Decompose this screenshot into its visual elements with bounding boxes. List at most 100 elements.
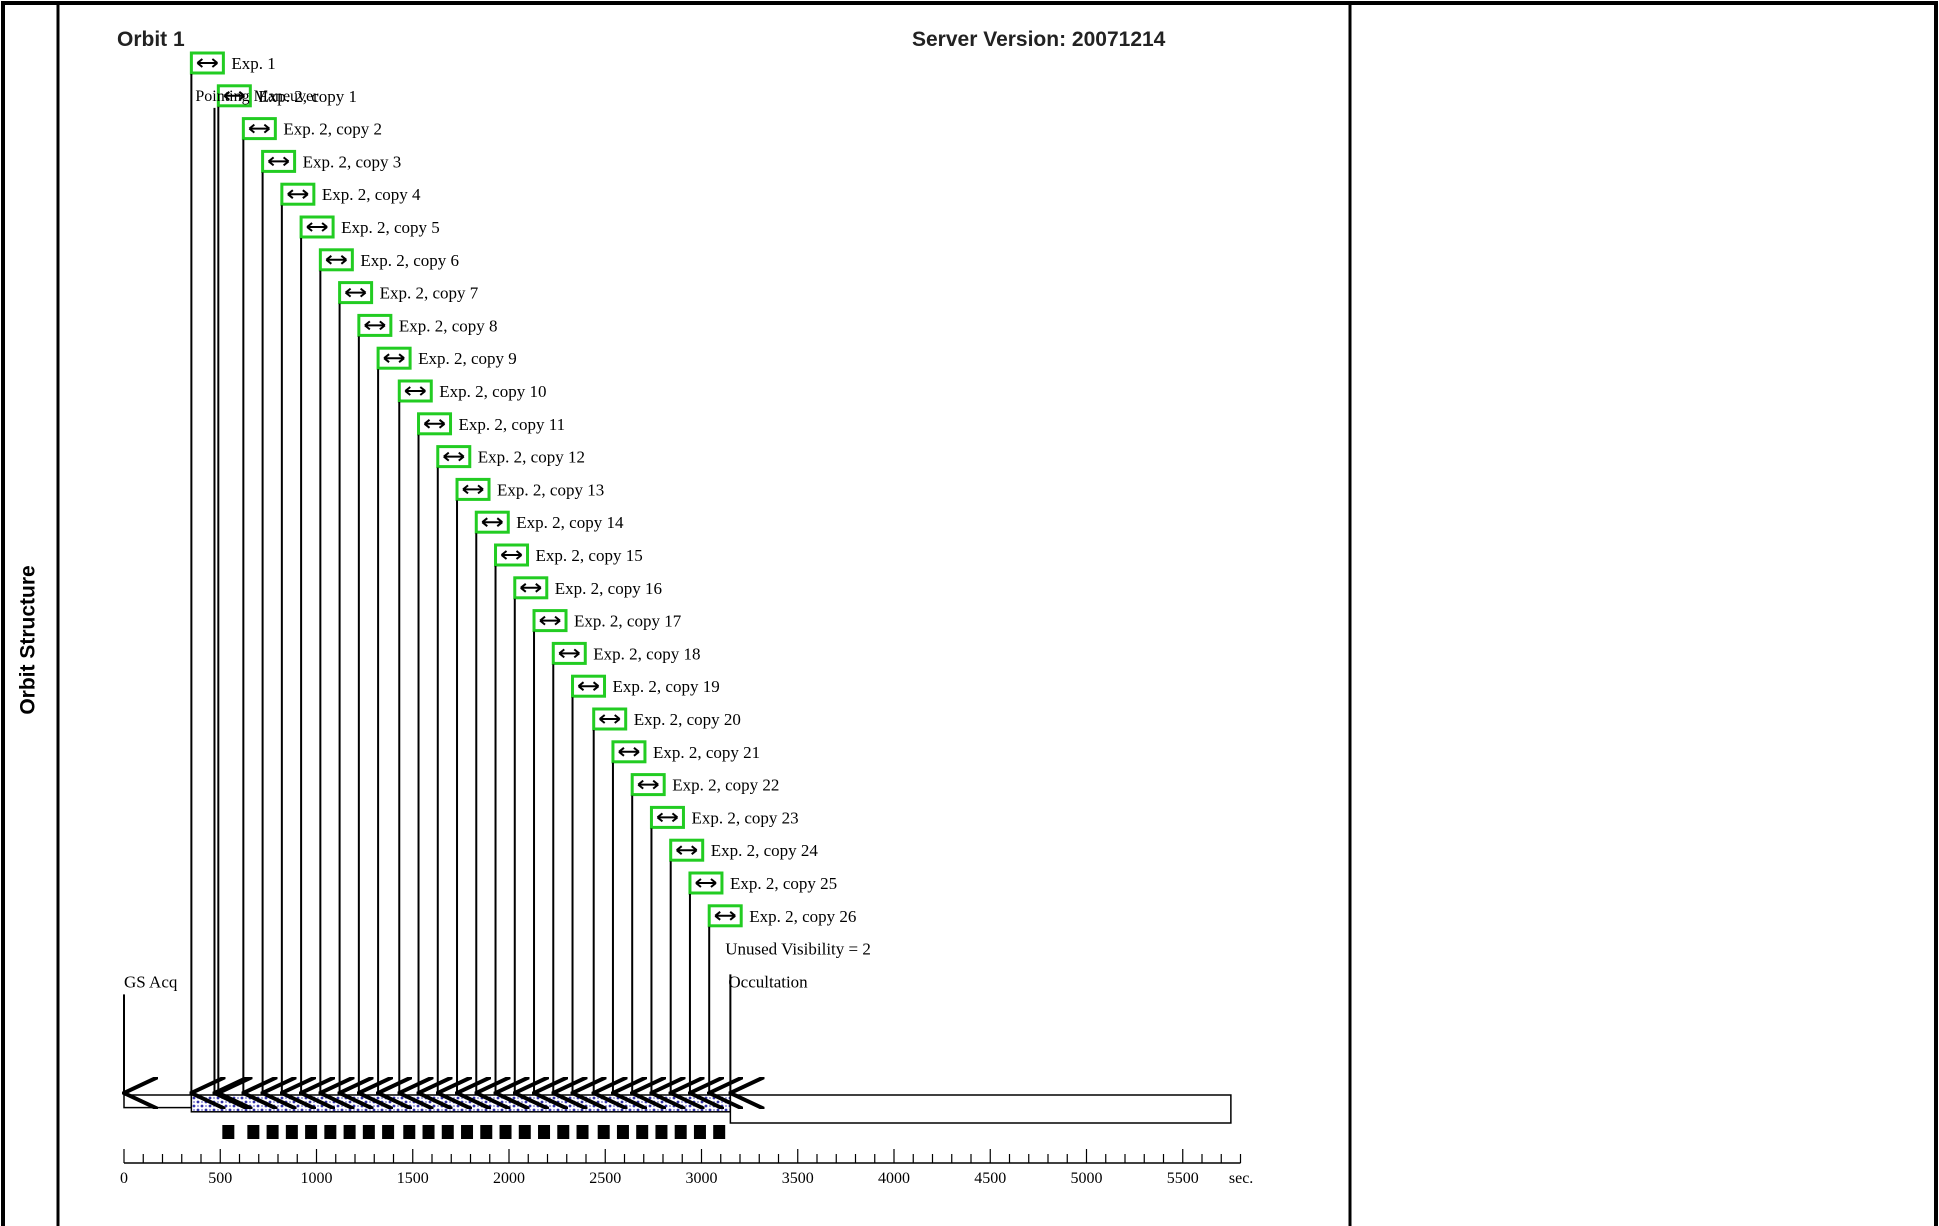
double-arrow-icon-glyph bbox=[695, 878, 717, 888]
axis-tick-label: 3000 bbox=[686, 1170, 718, 1187]
exposure-label: Exp. 2, copy 4 bbox=[322, 185, 421, 204]
exposure-block bbox=[713, 1125, 726, 1139]
exposure-block bbox=[597, 1125, 610, 1139]
exposure-label: Exp. 2, copy 24 bbox=[711, 841, 819, 860]
exposure-label: Exp. 2, copy 17 bbox=[574, 612, 682, 631]
double-arrow-icon-glyph bbox=[520, 583, 542, 593]
double-arrow-icon-glyph bbox=[383, 353, 405, 363]
double-arrow-icon-glyph bbox=[344, 287, 367, 298]
exposure-block bbox=[461, 1125, 474, 1139]
exposure-block bbox=[382, 1125, 395, 1139]
exposure-label: Exp. 2, copy 10 bbox=[439, 382, 546, 401]
double-arrow-icon-glyph bbox=[558, 648, 580, 659]
exposure-block bbox=[499, 1125, 512, 1139]
exposure-label: Exp. 2, copy 16 bbox=[555, 579, 662, 598]
double-arrow-icon-glyph bbox=[637, 779, 659, 790]
exposure-block bbox=[616, 1125, 629, 1139]
axis-tick-label: 0 bbox=[120, 1170, 128, 1187]
gs-acq-segment bbox=[123, 1094, 193, 1109]
double-arrow-icon-glyph bbox=[462, 484, 484, 495]
exposure-label: Exp. 2, copy 13 bbox=[497, 480, 604, 499]
exposure-label: Exp. 2, copy 22 bbox=[672, 776, 779, 795]
double-arrow-icon-glyph bbox=[423, 419, 446, 429]
exposure-label: Exp. 2, copy 12 bbox=[478, 448, 585, 467]
axis-tick-label: 1000 bbox=[301, 1170, 333, 1187]
exposure-block bbox=[362, 1125, 375, 1139]
double-arrow-icon-glyph bbox=[287, 189, 309, 199]
exposure-block bbox=[636, 1125, 649, 1139]
double-arrow-icon-glyph bbox=[325, 255, 347, 265]
axis-tick-label: 3500 bbox=[782, 1170, 814, 1187]
exposure-block bbox=[422, 1125, 435, 1139]
exposure-label: Exp. 2, copy 9 bbox=[418, 349, 517, 368]
axis-tick-label: 4000 bbox=[878, 1170, 910, 1187]
exposure-label: Exp. 2, copy 2 bbox=[283, 120, 382, 139]
server-version: Server Version: 20071214 bbox=[912, 28, 1166, 51]
exposure-label: Exp. 2, copy 26 bbox=[749, 907, 856, 926]
double-arrow-icon-glyph bbox=[714, 911, 736, 921]
exposure-block bbox=[441, 1125, 454, 1139]
exposure-block bbox=[674, 1125, 687, 1139]
gs-acq-label: GS Acq bbox=[124, 972, 178, 991]
axis-tick-label: 2500 bbox=[589, 1170, 621, 1187]
exposure-block bbox=[285, 1125, 298, 1139]
exposure-label: Exp. 2, copy 18 bbox=[593, 644, 700, 663]
axis-tick-label: 500 bbox=[208, 1170, 232, 1187]
double-arrow-icon-glyph bbox=[599, 714, 621, 724]
exposure-label: Exp. 2, copy 7 bbox=[380, 284, 479, 303]
exposure-block bbox=[266, 1125, 279, 1139]
exposure-label: Exp. 2, copy 20 bbox=[634, 710, 741, 729]
section-label: Orbit Structure bbox=[17, 565, 41, 715]
exposure-block bbox=[480, 1125, 493, 1139]
pointing-maneuver-label: Pointing Maneuver bbox=[195, 88, 319, 105]
exposure-label: Exp. 2, copy 25 bbox=[730, 874, 837, 893]
timeline-layer: Exp. 1 Exp. 2, copy 1 Exp. 2, copy 2 Exp. 2… bbox=[120, 51, 1253, 1187]
exposure-label: Exp. 2, copy 8 bbox=[399, 316, 498, 335]
exposure-label: Exp. 2, copy 23 bbox=[691, 808, 798, 827]
exposure-block bbox=[655, 1125, 668, 1139]
axis-tick-label: 2000 bbox=[493, 1170, 525, 1187]
double-arrow-icon-glyph bbox=[404, 386, 426, 396]
double-arrow-icon-glyph bbox=[481, 517, 503, 527]
double-arrow-icon-glyph bbox=[306, 222, 328, 232]
axis-tick-label: 5000 bbox=[1071, 1170, 1103, 1187]
exposure-block bbox=[343, 1125, 356, 1139]
axis-tick-label: 1500 bbox=[397, 1170, 429, 1187]
exposure-block bbox=[222, 1125, 235, 1139]
double-arrow-icon-glyph bbox=[196, 58, 218, 68]
exposure-label: Exp. 2, copy 15 bbox=[536, 546, 643, 565]
section-label-container: Orbit Structure bbox=[14, 540, 44, 740]
double-arrow-icon-glyph bbox=[267, 156, 290, 167]
double-arrow-icon-glyph bbox=[443, 451, 465, 462]
exposure-block bbox=[576, 1125, 589, 1139]
exposure-label: Exp. 2, copy 14 bbox=[516, 513, 624, 532]
exposure-label: Exp. 2, copy 19 bbox=[613, 677, 720, 696]
double-arrow-icon-glyph bbox=[500, 550, 523, 560]
double-arrow-icon-glyph bbox=[656, 812, 679, 823]
exposure-block bbox=[247, 1125, 260, 1139]
axis-tick-label: 4500 bbox=[974, 1170, 1006, 1187]
exposure-block bbox=[403, 1125, 416, 1139]
double-arrow-icon-glyph bbox=[618, 747, 640, 757]
orbit-title: Orbit 1 bbox=[117, 28, 185, 51]
double-arrow-icon-glyph bbox=[364, 320, 386, 331]
exposure-block bbox=[324, 1125, 337, 1139]
exposure-label: Exp. 2, copy 5 bbox=[341, 218, 440, 237]
exposure-label: Exp. 2, copy 6 bbox=[360, 251, 459, 270]
double-arrow-icon-glyph bbox=[577, 681, 600, 691]
exposure-block bbox=[518, 1125, 531, 1139]
double-arrow-icon-glyph bbox=[248, 123, 270, 134]
exposure-label: Exp. 2, copy 21 bbox=[653, 743, 760, 762]
axis-tick-label: 5500 bbox=[1167, 1170, 1199, 1187]
exposure-block bbox=[538, 1125, 551, 1139]
exposure-label: Exp. 2, copy 1 bbox=[258, 87, 357, 106]
exposure-block bbox=[557, 1125, 570, 1139]
occultation-label: Occultation bbox=[728, 972, 808, 991]
double-arrow-icon-glyph bbox=[676, 845, 698, 855]
double-arrow-icon-glyph bbox=[223, 91, 245, 101]
visibility-used-segment bbox=[190, 1094, 732, 1113]
exposure-block bbox=[305, 1125, 318, 1139]
